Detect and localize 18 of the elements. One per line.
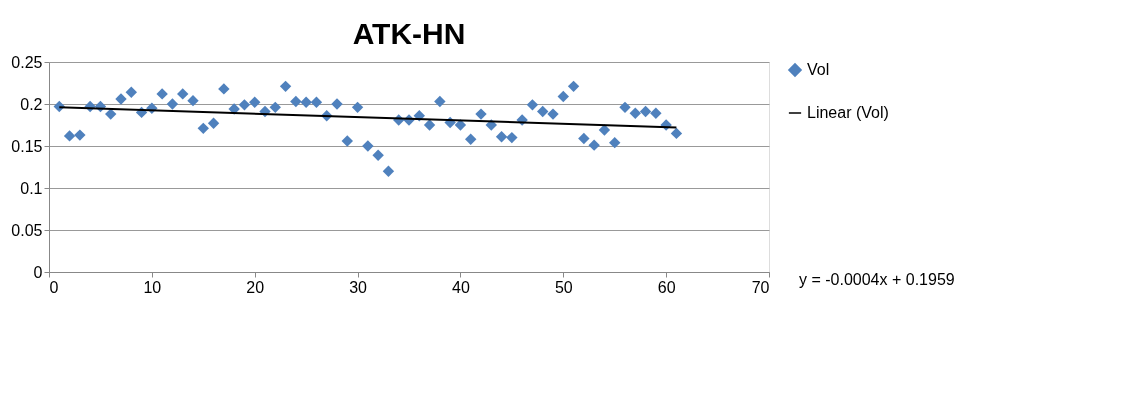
y-tick-label: 0.15 [11,137,43,155]
x-tick-label: 0 [49,278,59,296]
x-tick-label: 20 [246,278,265,296]
y-tick-label: 0.25 [11,53,43,71]
y-tick-label: 0.1 [20,179,43,197]
legend-label: Vol [807,61,830,78]
x-tick-label: 30 [349,278,368,296]
x-tick-label: 70 [751,278,770,296]
x-tick-label: 10 [143,278,162,296]
x-tick-label: 50 [554,278,573,296]
legend-label: Linear (Vol) [807,104,889,121]
y-tick-label: 0 [33,263,43,281]
x-tick-label: 40 [452,278,470,296]
y-tick-label: 0.05 [11,221,43,239]
chart-title: ATK-HN [352,17,466,50]
text: y = -0.0004x + 0.1959 [799,271,955,288]
y-tick-label: 0.2 [20,95,43,113]
x-tick-label: 60 [657,278,676,296]
